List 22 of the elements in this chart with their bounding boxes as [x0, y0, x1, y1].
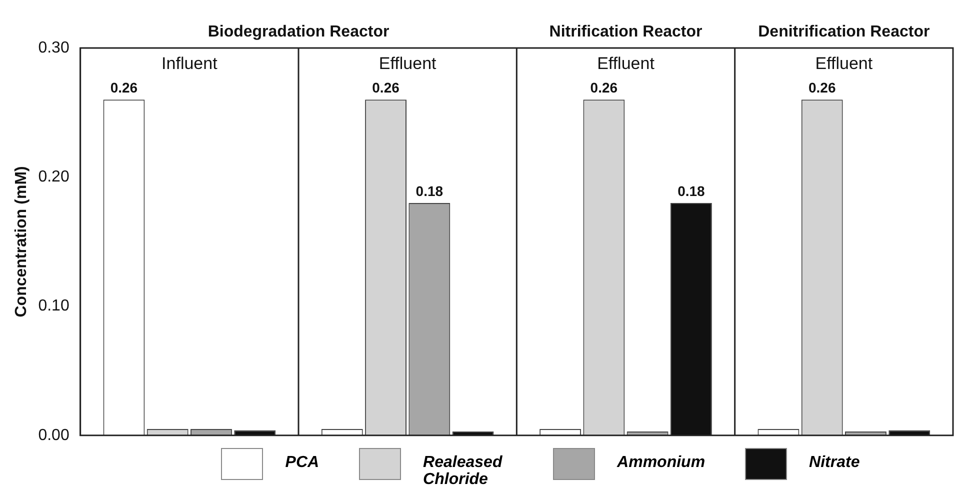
- y-tick-label: 0.30: [38, 39, 70, 56]
- data-label: 0.18: [416, 182, 444, 199]
- data-label: 0.18: [678, 182, 706, 199]
- y-axis-title: Concentration (mM): [13, 166, 30, 318]
- legend-label: Nitrate: [809, 453, 860, 471]
- y-tick-label: 0.00: [38, 426, 70, 444]
- data-label: 0.26: [590, 80, 618, 96]
- data-label: 0.26: [372, 80, 400, 96]
- text: Nitrification Reactor: [549, 23, 702, 40]
- x-tick-label: Effluent: [815, 54, 873, 74]
- legend-label: Realeased Chloride: [423, 453, 504, 488]
- text: Denitrification Reactor: [758, 23, 930, 40]
- data-label: 0.26: [808, 80, 836, 96]
- series-label: PCA: [285, 453, 320, 471]
- legend-label: Ammonium: [617, 453, 706, 471]
- x-tick-label: Effluent: [378, 54, 437, 74]
- x-tick-label: Influent: [162, 54, 218, 74]
- text: Biodegradation Reactor: [208, 23, 390, 40]
- x-tick-label: Effluent: [597, 54, 655, 74]
- data-label: 0.26: [110, 80, 138, 96]
- y-tick-label: 0.20: [38, 168, 70, 186]
- y-tick-label: 0.10: [38, 298, 70, 315]
